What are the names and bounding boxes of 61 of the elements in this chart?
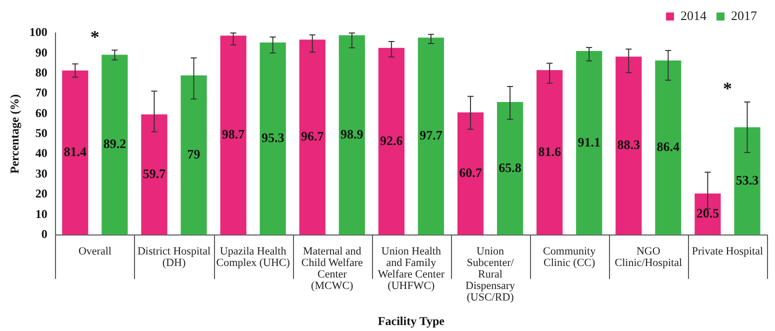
data-label: 86.4 [656,139,680,154]
y-tick-label: 30 [35,166,48,180]
x-tick-label: Upazila Health Complex (UHC) [216,246,290,270]
bar [418,38,444,235]
x-axis-title: Facility Type [378,314,446,328]
x-tick-label: Overall [78,246,112,258]
bar [616,56,642,235]
data-label: 81.6 [538,144,562,159]
bar [378,48,404,235]
bar [299,40,326,235]
legend-label: 2014 [680,8,707,23]
data-label: 88.3 [617,137,641,152]
data-label: 79 [187,146,201,162]
data-label: 98.9 [340,126,364,142]
y-tick-label: 40 [35,146,48,160]
y-tick-label: 90 [35,45,48,60]
data-label: 98.7 [222,126,246,142]
y-tick-label: 80 [35,65,48,80]
x-tick-label: District Hospital (DH) [137,246,211,270]
legend-label: 2017 [731,8,758,23]
bar [734,127,760,235]
y-tick-label: 0 [41,226,48,241]
y-axis-title: Percentage (%) [7,94,22,174]
bar [536,70,563,235]
data-label: 91.1 [578,134,600,150]
data-label: 96.7 [300,128,324,144]
data-label: 92.6 [380,132,404,148]
bar [102,54,128,235]
x-tick-label: Private Hospital [692,246,764,258]
y-tick-label: 10 [35,206,48,221]
bar [576,50,602,235]
data-label: 97.7 [420,128,443,143]
bar [260,42,286,235]
bar [457,112,484,235]
data-label: 53.3 [736,172,760,188]
x-tick-label: NGO Clinic/Hospital [614,246,682,270]
data-label: 81.4 [64,144,88,160]
data-label: 60.7 [459,164,482,180]
data-label: 20.5 [696,206,720,221]
x-tick-label: Maternal and Child Welfare Center (MCWC) [301,246,364,292]
data-label: 89.2 [103,136,126,152]
bar [655,60,682,235]
bar [62,70,88,235]
x-tick-label: Community Clinic (CC) [543,246,596,270]
data-label: 59.7 [142,166,166,181]
bar [141,114,168,235]
y-tick-label: 70 [35,86,48,100]
annotation: * [722,78,732,99]
y-tick-label: 60 [35,106,48,120]
y-tick-label: 100 [29,25,48,40]
y-tick-label: 20 [35,186,48,201]
bar [180,75,207,235]
data-label: 95.3 [261,130,285,146]
data-label: 65.8 [498,160,522,175]
bar [496,102,524,235]
x-tick-label: Union Subcenter/ Rural Dispensary (USC/RD) [466,246,516,304]
annotation: * [90,26,100,47]
y-tick-label: 50 [35,126,48,140]
x-tick-label: Union Health and Family Welfare Center (UHFWC) [378,246,445,292]
bar [338,35,365,235]
bar [220,36,246,235]
